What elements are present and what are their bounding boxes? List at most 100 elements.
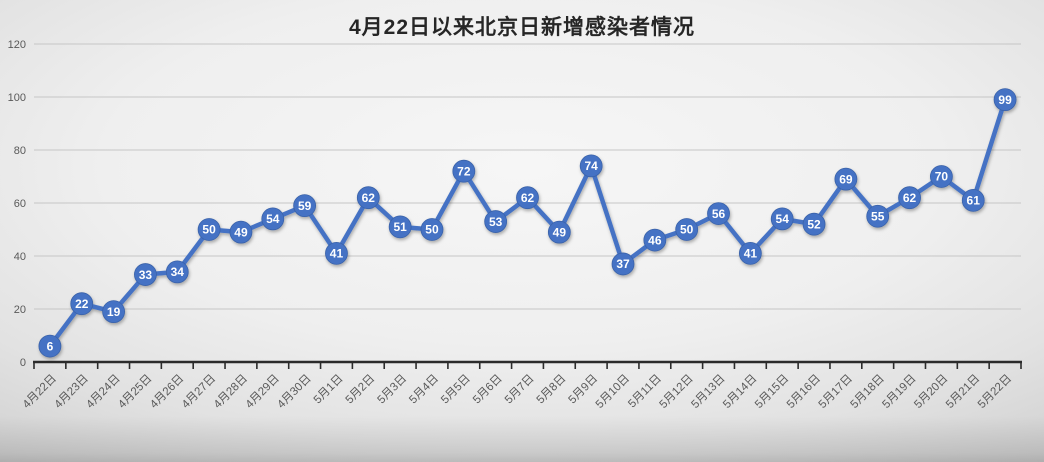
series-group: 6 22 19 33 34 50 49 54 59 41 62 51 50 72 53 62 49 74 37 46 5… [38,88,1017,358]
data-label: 62 [362,191,376,205]
x-axis-label: 4月22日 [21,373,59,411]
x-axis-label: 5月22日 [976,373,1014,411]
data-label: 72 [457,164,471,178]
y-axis-label: 80 [14,145,26,157]
data-point-marker [293,194,317,218]
data-point-marker [898,186,921,210]
data-point-marker [356,186,380,210]
data-point-marker [197,218,221,241]
x-axis-label: 4月25日 [116,373,154,411]
data-label: 54 [266,212,280,226]
data-label: 6 [47,339,54,353]
x-axis-label: 5月7日 [503,373,537,407]
x-axis-label: 5月19日 [880,373,918,411]
y-axis-label: 20 [14,304,26,316]
data-point-marker [930,165,953,188]
x-axis-label: 4月26日 [148,373,186,411]
data-label: 54 [776,212,790,226]
x-axis-label: 5月20日 [912,373,950,411]
data-point-marker [866,204,890,228]
data-point-marker [579,154,603,178]
x-axis-label: 4月29日 [244,373,282,411]
data-label: 41 [744,247,758,261]
data-label: 55 [871,209,885,223]
data-label: 49 [553,225,567,239]
data-point-marker [134,263,157,286]
x-axis-label: 5月8日 [535,373,569,407]
data-point-marker [802,212,826,236]
data-point-marker [547,220,571,244]
y-axis-label: 40 [14,251,26,263]
data-label: 52 [807,217,821,231]
data-label: 37 [616,257,630,271]
data-label: 62 [521,191,535,205]
data-label: 62 [903,191,917,205]
x-axis-label: 5月13日 [689,373,727,411]
data-point-marker [770,207,794,231]
data-label: 50 [680,223,694,237]
x-axis-label: 5月10日 [594,373,632,411]
data-label: 22 [75,297,89,311]
data-point-marker [70,292,94,316]
data-label: 19 [107,305,121,319]
data-label: 34 [171,265,185,279]
data-label: 41 [330,247,344,261]
data-label: 51 [393,220,407,234]
data-point-marker [675,218,699,241]
data-point-marker [38,334,62,358]
data-point-marker [643,228,667,252]
data-point-marker [993,88,1017,112]
data-point-marker [611,252,635,276]
x-axis-label: 4月23日 [53,373,91,411]
x-axis-label: 5月3日 [375,373,409,407]
x-axis-label: 5月12日 [657,373,695,411]
data-point-marker [420,218,444,241]
x-axis-label: 5月16日 [785,373,823,411]
data-label: 74 [584,159,598,173]
y-axis-label: 60 [14,198,26,210]
data-label: 53 [489,215,503,229]
y-axis-label: 120 [8,39,26,51]
data-point-marker [707,202,730,226]
x-axis-label: 4月24日 [84,373,122,411]
data-label: 50 [425,223,439,237]
data-point-marker [261,207,285,231]
x-axis-label: 5月21日 [944,373,982,411]
data-label: 99 [998,93,1012,107]
data-label: 46 [648,233,662,247]
x-axis-label: 5月4日 [407,373,441,407]
x-axis-label: 5月18日 [849,373,887,411]
x-axis-label: 5月15日 [753,373,791,411]
data-point-marker [834,167,858,191]
data-point-marker [325,241,348,265]
data-point-marker [165,260,189,284]
data-point-marker [484,210,508,233]
x-axis-label: 5月2日 [344,373,378,407]
data-point-marker [229,220,253,244]
data-point-marker [388,215,412,239]
x-axis-label: 4月28日 [212,373,250,411]
data-label: 33 [139,268,153,282]
data-label: 61 [967,194,981,208]
x-axis-label: 5月14日 [721,373,759,411]
y-axis-label: 100 [8,92,26,104]
x-axis-label: 5月11日 [626,373,664,411]
data-label: 56 [712,207,726,221]
data-label: 59 [298,199,312,213]
data-label: 50 [202,223,216,237]
y-axis-label: 0 [20,357,26,369]
chart-title: 4月22日以来北京日新增感染者情况 [348,16,696,39]
x-axis-label: 4月30日 [275,373,313,411]
x-axis-label: 5月17日 [817,373,855,411]
data-point-marker [102,300,125,324]
data-point-marker [452,159,476,183]
data-label: 69 [839,172,853,186]
x-axis-label: 5月6日 [471,373,505,407]
x-axis-label: 5月5日 [439,373,473,407]
data-label: 49 [234,225,248,239]
data-point-marker [961,188,985,212]
data-label: 70 [935,170,949,184]
data-point-marker [738,241,762,265]
